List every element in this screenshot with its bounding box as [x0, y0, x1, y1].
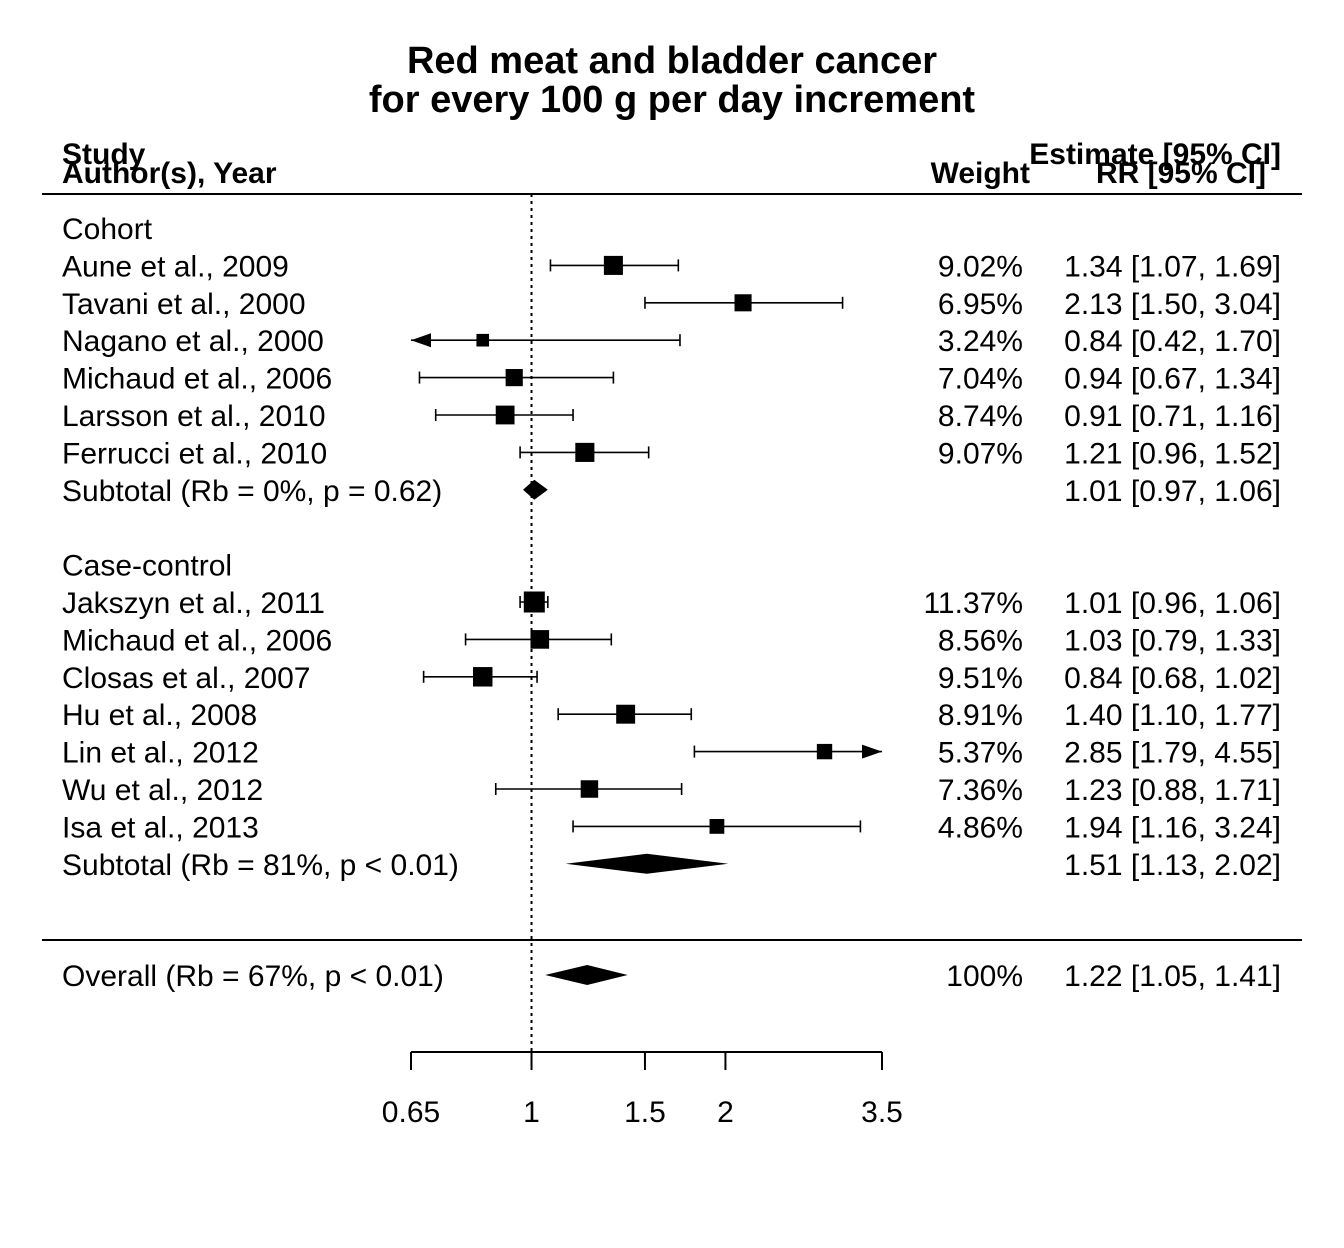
- study-label: Isa et al., 2013: [62, 811, 259, 844]
- subtotal-label: Subtotal (Rb = 0%, p = 0.62): [62, 475, 442, 508]
- study-weight: 7.04%: [938, 363, 1023, 396]
- x-axis: 0.65 1 1.5 2 3.5: [382, 1051, 903, 1129]
- ci-arrow-right: [862, 744, 882, 759]
- study-label: Tavani et al., 2000: [62, 288, 306, 321]
- point-estimate-box: [473, 667, 493, 687]
- study-weight: 8.74%: [938, 400, 1023, 433]
- subtotal-diamond: [565, 853, 729, 874]
- study-weight: 4.86%: [938, 811, 1023, 844]
- study-weight: 8.91%: [938, 699, 1023, 732]
- study-label: Lin et al., 2012: [62, 737, 259, 770]
- group-label: Cohort: [62, 213, 153, 246]
- chart-title-line-1: Red meat and bladder cancer: [407, 40, 937, 82]
- study-label: Hu et al., 2008: [62, 699, 257, 732]
- header-estimate: Estimate [95% CI]: [1029, 138, 1281, 171]
- point-estimate-box: [709, 819, 725, 834]
- point-estimate-box: [476, 333, 490, 347]
- point-estimate-box: [816, 743, 833, 760]
- forest-rows: Cohort Aune et al., 2009 9.02% 1.34 [1.07, …: [62, 194, 1281, 1052]
- study-weight: 11.37%: [923, 587, 1023, 620]
- subtotal-label: Subtotal (Rb = 81%, p < 0.01): [62, 849, 459, 882]
- point-estimate-box: [575, 442, 595, 462]
- study-label: Larsson et al., 2010: [62, 400, 326, 433]
- subtotal-estimate: 1.01 [0.97, 1.06]: [1064, 475, 1281, 508]
- point-estimate-box: [603, 255, 623, 275]
- study-estimate: 1.21 [0.96, 1.52]: [1064, 437, 1281, 470]
- overall-diamond: [545, 965, 628, 985]
- study-estimate: 0.84 [0.42, 1.70]: [1064, 325, 1281, 358]
- point-estimate-box: [734, 294, 752, 312]
- ci-arrow-left: [411, 333, 431, 348]
- study-weight: 9.07%: [938, 437, 1023, 470]
- overall-weight: 100%: [946, 960, 1023, 993]
- study-estimate: 0.84 [0.68, 1.02]: [1064, 662, 1281, 695]
- study-estimate: 1.94 [1.16, 3.24]: [1064, 811, 1281, 844]
- study-label: Michaud et al., 2006: [62, 363, 332, 396]
- study-label: Michaud et al., 2006: [62, 624, 332, 657]
- x-tick-label: 2: [717, 1096, 734, 1129]
- study-estimate: 2.85 [1.79, 4.55]: [1064, 737, 1281, 770]
- point-estimate-box: [616, 704, 636, 724]
- subtotal-diamond: [522, 479, 548, 500]
- study-estimate: 1.34 [1.07, 1.69]: [1064, 250, 1281, 283]
- chart-title-line-2: for every 100 g per day increment: [369, 79, 976, 121]
- study-estimate: 1.01 [0.96, 1.06]: [1064, 587, 1281, 620]
- x-tick-label: 1: [523, 1096, 540, 1129]
- point-estimate-box: [495, 405, 515, 425]
- x-tick-label: 1.5: [624, 1096, 666, 1129]
- overall-estimate: 1.22 [1.05, 1.41]: [1064, 960, 1281, 993]
- study-estimate: 1.40 [1.10, 1.77]: [1064, 699, 1281, 732]
- study-weight: 3.24%: [938, 325, 1023, 358]
- subtotal-estimate: 1.51 [1.13, 2.02]: [1064, 849, 1281, 882]
- point-estimate-box: [580, 780, 599, 798]
- study-label: Wu et al., 2012: [62, 774, 263, 807]
- study-label: Jakszyn et al., 2011: [62, 587, 325, 620]
- point-estimate-box: [523, 591, 545, 613]
- study-weight: 8.56%: [938, 624, 1023, 657]
- study-weight: 9.51%: [938, 662, 1023, 695]
- study-weight: 7.36%: [938, 774, 1023, 807]
- group-label: Case-control: [62, 550, 232, 583]
- study-estimate: 0.91 [0.71, 1.16]: [1064, 400, 1281, 433]
- x-tick-label: 3.5: [861, 1096, 903, 1129]
- study-weight: 5.37%: [938, 737, 1023, 770]
- header-weight: Weight: [931, 157, 1030, 190]
- study-label: Nagano et al., 2000: [62, 325, 324, 358]
- study-label: Closas et al., 2007: [62, 662, 310, 695]
- study-label: Ferrucci et al., 2010: [62, 437, 327, 470]
- study-label: Aune et al., 2009: [62, 250, 289, 283]
- study-estimate: 1.23 [0.88, 1.71]: [1064, 774, 1281, 807]
- point-estimate-box: [505, 369, 523, 387]
- study-weight: 9.02%: [938, 250, 1023, 283]
- study-estimate: 0.94 [0.67, 1.34]: [1064, 363, 1281, 396]
- study-estimate: 2.13 [1.50, 3.04]: [1064, 288, 1281, 321]
- study-weight: 6.95%: [938, 288, 1023, 321]
- header-study: Study: [62, 138, 146, 171]
- header-author-year: Author(s), Year: [62, 157, 277, 190]
- study-estimate: 1.03 [0.79, 1.33]: [1064, 624, 1281, 657]
- header-rr: RR [95% CI]: [1096, 157, 1266, 190]
- x-tick-label: 0.65: [382, 1096, 440, 1129]
- point-estimate-box: [530, 630, 550, 649]
- overall-label: Overall (Rb = 67%, p < 0.01): [62, 960, 444, 993]
